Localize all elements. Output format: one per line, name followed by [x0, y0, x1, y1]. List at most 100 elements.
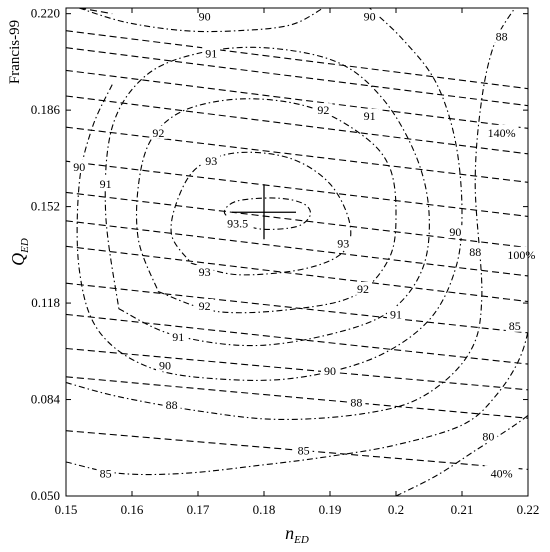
- y-tick-label: 0.118: [31, 295, 60, 310]
- x-tick-label: 0.2: [388, 502, 404, 517]
- x-tick-label: 0.15: [55, 502, 78, 517]
- axis-ticks: 0.15 0.16 0.17 0.18 0.19 0.2 0.21 0.22 0.050 0.08…: [31, 6, 540, 517]
- y-tick-label: 0.050: [31, 488, 60, 503]
- opening-line-3: [66, 69, 528, 129]
- contour-label-92: 92: [317, 103, 329, 117]
- contour-label-80: 80: [482, 429, 494, 443]
- contour-label-bg: [169, 330, 188, 344]
- contour-label-bg: [96, 176, 115, 190]
- efficiency-contour-90: [79, 8, 324, 33]
- x-axis-label-sub: ED: [293, 534, 309, 546]
- opening-line-13: [66, 376, 528, 419]
- efficiency-contour-88: [66, 8, 516, 421]
- contour-label-91: 91: [100, 177, 112, 191]
- efficiency-contour-93: [170, 151, 352, 276]
- y-tick-label: 0.186: [31, 102, 61, 117]
- opening-line-5: [66, 126, 528, 183]
- y-axis-label-main: Q: [8, 253, 28, 266]
- y-tick-label: 0.220: [31, 6, 60, 21]
- contour-label-bg: [162, 398, 181, 412]
- contour-label-bg: [479, 429, 498, 443]
- y-tick-label: 0.152: [31, 199, 60, 214]
- best-efficiency-marker: [232, 184, 296, 240]
- opening-label-bg: [484, 124, 519, 140]
- contour-label-93: 93: [337, 236, 349, 250]
- contour-label-85: 85: [100, 466, 112, 480]
- y-tick-label: 0.084: [31, 392, 61, 407]
- contour-label-bg: [360, 108, 379, 122]
- contour-label-91: 91: [172, 330, 184, 344]
- opening-line-9: [66, 245, 528, 303]
- contour-label-91: 91: [205, 46, 217, 60]
- contour-label-91: 91: [364, 109, 376, 123]
- contour-label-85: 85: [298, 444, 310, 458]
- x-tick-label: 0.22: [517, 502, 540, 517]
- contour-label-bg: [202, 154, 221, 168]
- contour-label-bg: [70, 159, 89, 173]
- efficiency-contour-91: [104, 46, 430, 347]
- opening-line-7: [66, 191, 528, 249]
- contour-label-bg: [202, 46, 221, 60]
- contour-label-bg: [492, 29, 511, 43]
- contour-label-93-5: 93.5: [227, 217, 248, 231]
- contour-label-bg: [321, 364, 339, 378]
- efficiency-contours: [66, 8, 528, 496]
- contour-label-88: 88: [469, 245, 481, 259]
- contour-label-bg: [334, 236, 353, 250]
- contour-label-88: 88: [350, 395, 362, 409]
- contour-label-92: 92: [357, 282, 369, 296]
- contour-label-bg: [221, 216, 254, 230]
- opening-label-140%: 140%: [488, 126, 516, 140]
- contour-label-bg: [96, 466, 115, 480]
- contour-labels: 140%100%40%93.59393939292929291919191919…: [70, 9, 539, 481]
- y-axis-label-sub: ED: [19, 238, 31, 254]
- contour-label-bg: [195, 9, 214, 23]
- contour-label-bg: [314, 103, 333, 117]
- contour-label-bg: [347, 395, 366, 409]
- opening-label-bg: [484, 465, 519, 481]
- contour-label-bg: [446, 225, 465, 239]
- contour-label-bg: [505, 318, 524, 332]
- opening-line-12: [66, 347, 528, 391]
- efficiency-contour-92: [135, 98, 397, 314]
- opening-line-11: [66, 313, 528, 365]
- x-tick-label: 0.16: [121, 502, 144, 517]
- opening-line-8: [66, 220, 528, 277]
- y-axis-label: QED: [8, 238, 31, 266]
- opening-line-4: [66, 95, 528, 155]
- x-axis-label: nED: [285, 523, 309, 546]
- plot-frame: [65, 7, 529, 497]
- contour-label-bg: [156, 358, 174, 372]
- contour-label-bg: [466, 245, 485, 258]
- efficiency-contour-93-5: [223, 197, 312, 230]
- contour-label-85: 85: [509, 319, 521, 333]
- opening-lines: [66, 8, 528, 470]
- contour-label-88: 88: [166, 398, 178, 412]
- opening-line-1: [66, 30, 528, 90]
- contour-label-bg: [294, 443, 313, 457]
- contour-label-bg: [149, 125, 168, 139]
- opening-label-40%: 40%: [491, 466, 513, 480]
- contour-label-bg: [195, 298, 214, 312]
- opening-line-0: [79, 8, 113, 15]
- contour-label-90: 90: [364, 10, 376, 24]
- contour-label-bg: [387, 307, 405, 321]
- contour-label-90: 90: [199, 10, 211, 24]
- contour-label-93: 93: [199, 265, 211, 279]
- opening-line-2: [66, 47, 528, 107]
- contour-label-90: 90: [159, 358, 171, 372]
- efficiency-contour-80: [395, 414, 528, 496]
- x-tick-label: 0.21: [451, 502, 474, 517]
- opening-label-100%: 100%: [507, 248, 535, 262]
- opening-line-6: [66, 160, 528, 217]
- contour-label-bg: [354, 281, 372, 295]
- opening-label-bg: [504, 246, 539, 262]
- contour-label-88: 88: [496, 29, 508, 43]
- x-tick-label: 0.18: [253, 502, 276, 517]
- contour-label-91: 91: [390, 307, 402, 321]
- efficiency-contour-90: [76, 8, 463, 381]
- contour-label-92: 92: [152, 126, 164, 140]
- contour-label-bg: [360, 9, 379, 23]
